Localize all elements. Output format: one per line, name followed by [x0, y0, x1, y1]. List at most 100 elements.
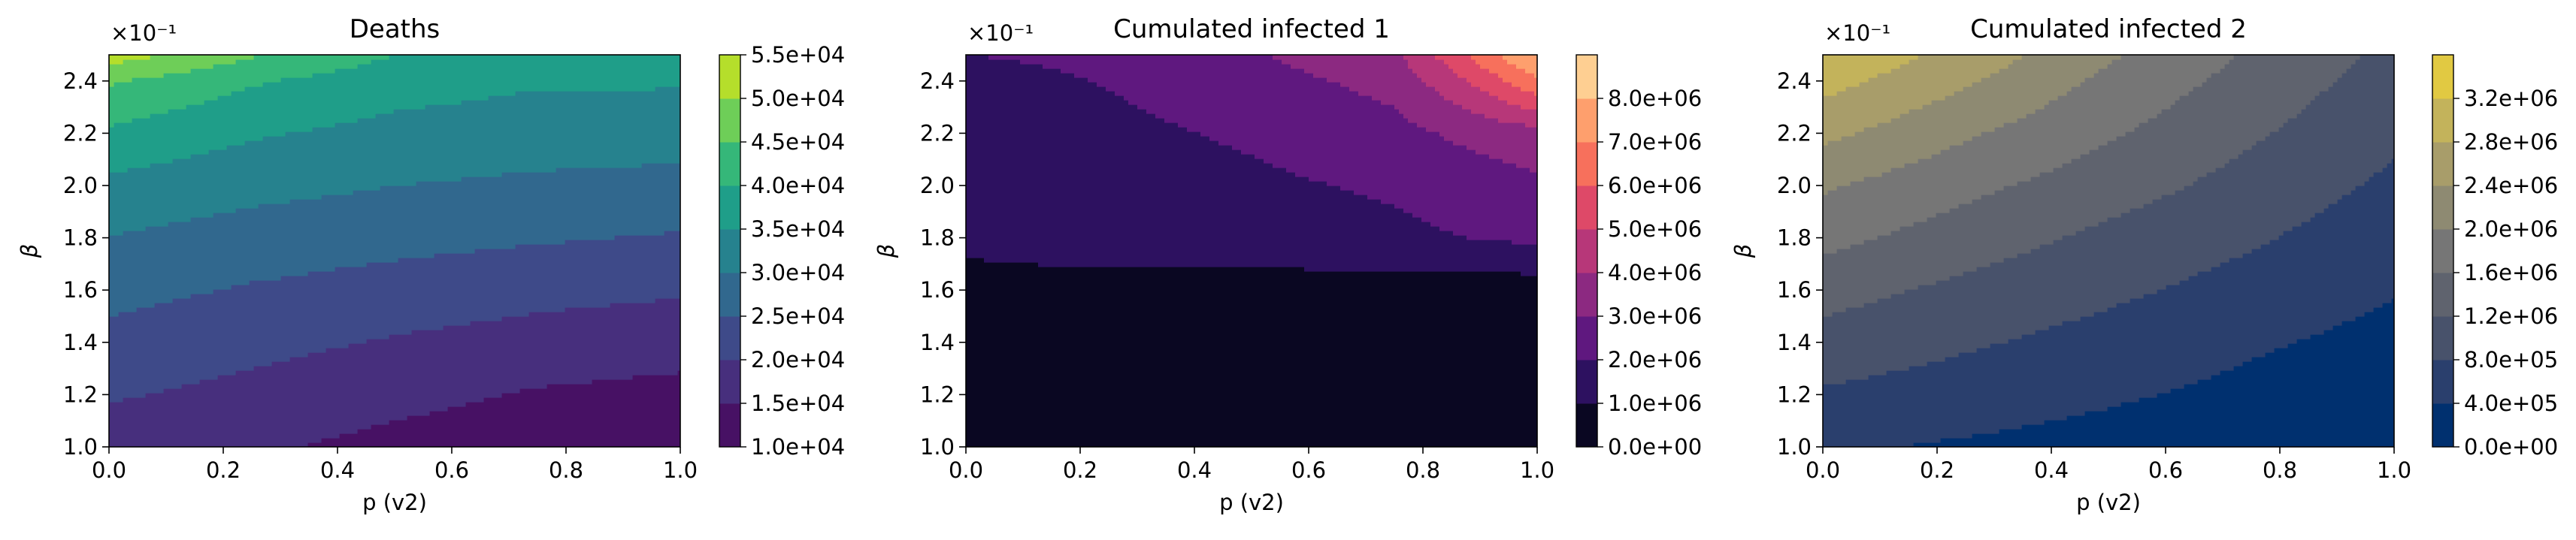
- contour-band-5: [109, 55, 680, 173]
- colorbar-segment: [2432, 98, 2453, 143]
- contour-field: [966, 55, 1537, 447]
- colorbar-segment: [719, 316, 740, 361]
- contour-band-7: [109, 55, 254, 87]
- colorbar-tick-label: 2.4e+06: [2464, 173, 2558, 198]
- colorbar-tick-label: 4.0e+05: [2464, 391, 2558, 416]
- x-tick-label: 0.4: [1177, 457, 1212, 483]
- colorbar-segment: [1576, 273, 1597, 317]
- colorbar-segment: [719, 360, 740, 404]
- chart-panel-3: Cumulated infected 2 ×10⁻¹ 0.0 0.2 0.4 0.6 0.8…: [1730, 14, 2558, 515]
- contour-band-4: [1403, 55, 1537, 128]
- y-tick-label: 1.0: [1777, 434, 1812, 460]
- colorbar-segment: [1576, 229, 1597, 273]
- contour-band-7: [1823, 55, 1918, 96]
- contour-field: [109, 55, 680, 447]
- y-tick-label: 1.0: [920, 434, 955, 460]
- y-multiplier-label: ×10⁻¹: [110, 20, 177, 46]
- colorbar-tick-label: 1.0e+04: [751, 434, 845, 460]
- y-multiplier-label: ×10⁻¹: [1824, 20, 1890, 46]
- colorbar: 0.0e+00 1.0e+06 2.0e+06 3.0e+06 4.0e+06 5.0e+…: [1576, 54, 1702, 460]
- colorbar-segment: [2432, 360, 2453, 404]
- contour-band-0: [966, 258, 1537, 447]
- x-tick-label: 0.2: [1063, 457, 1097, 483]
- y-tick-label: 1.6: [920, 277, 955, 303]
- x-tick-label: 0.0: [92, 457, 126, 483]
- plot-frame: [108, 54, 681, 448]
- contour-field: [1823, 55, 2394, 447]
- colorbar-segment: [2432, 55, 2453, 99]
- x-tick-label: 0.2: [206, 457, 241, 483]
- x-tick-label: 0.8: [549, 457, 583, 483]
- plot-frame: [965, 54, 1538, 448]
- colorbar-tick-label: 2.0e+04: [751, 347, 845, 373]
- colorbar-tick-label: 8.0e+05: [2464, 347, 2558, 373]
- y-tick-label: 1.8: [920, 225, 955, 251]
- colorbar-frame: [2432, 54, 2454, 448]
- y-tick-label: 1.0: [63, 434, 98, 460]
- x-tick-label: 0.4: [2034, 457, 2069, 483]
- colorbar-segment: [2432, 273, 2453, 317]
- x-tick-label: 1.0: [2377, 457, 2411, 483]
- x-tick-label: 0.8: [1406, 457, 1440, 483]
- y-tick-label: 1.8: [63, 225, 98, 251]
- contour-band-3: [1273, 55, 1537, 173]
- colorbar-tick-label: 4.5e+04: [751, 129, 845, 155]
- colorbar-tick-label: 1.2e+06: [2464, 303, 2558, 329]
- colorbar: 1.0e+04 1.5e+04 2.0e+04 2.5e+04 3.0e+04 3.5e+…: [719, 42, 845, 460]
- colorbar-segment: [1576, 142, 1597, 186]
- x-tick-label: 0.6: [434, 457, 469, 483]
- colorbar-segment: [1576, 403, 1597, 448]
- colorbar-tick-label: 4.0e+06: [1608, 260, 1702, 285]
- x-tick-label: 0.8: [2263, 457, 2297, 483]
- x-tick-label: 0.2: [1920, 457, 1954, 483]
- x-tick-label: 1.0: [1520, 457, 1554, 483]
- contour-band-0: [307, 370, 680, 447]
- colorbar-tick-label: 3.5e+04: [751, 216, 845, 242]
- colorbar-tick-label: 3.0e+06: [1608, 303, 1702, 329]
- y-tick-label: 2.2: [63, 120, 98, 146]
- colorbar-tick-label: 1.0e+06: [1608, 391, 1702, 416]
- colorbar-tick-label: 2.0e+06: [2464, 216, 2558, 242]
- y-tick-label: 2.4: [920, 68, 955, 94]
- colorbar-tick-label: 3.2e+06: [2464, 86, 2558, 111]
- y-tick-label: 1.6: [1777, 277, 1812, 303]
- x-axis-label: p (v2): [362, 490, 427, 515]
- y-axis-label: β: [1730, 244, 1756, 259]
- colorbar-tick-label: 2.0e+06: [1608, 347, 1702, 373]
- colorbar-tick-label: 8.0e+06: [1608, 86, 1702, 111]
- contour-band-4: [1823, 55, 2234, 254]
- y-tick-label: 2.0: [63, 173, 98, 198]
- x-tick-label: 0.6: [1291, 457, 1326, 483]
- colorbar-segment: [2432, 229, 2453, 273]
- colorbar-tick-label: 1.6e+06: [2464, 260, 2558, 285]
- colorbar-segment: [719, 186, 740, 230]
- contour-band-3: [109, 163, 680, 317]
- colorbar-tick-label: 7.0e+06: [1608, 129, 1702, 155]
- colorbar-segment: [2432, 316, 2453, 361]
- colorbar-segment: [719, 98, 740, 143]
- colorbar-tick-label: 5.0e+06: [1608, 216, 1702, 242]
- colorbar-segment: [719, 55, 740, 99]
- y-tick-label: 1.2: [920, 382, 955, 407]
- x-axis-label: p (v2): [2076, 490, 2141, 515]
- x-tick-label: 0.0: [1806, 457, 1840, 483]
- y-multiplier-label: ×10⁻¹: [967, 20, 1034, 46]
- x-tick-label: 0.4: [320, 457, 355, 483]
- plot-frame: [1822, 54, 2395, 448]
- colorbar-segment: [2432, 403, 2453, 448]
- contour-band-3: [1823, 55, 2360, 317]
- chart-title: Deaths: [350, 14, 440, 44]
- contour-band-8: [109, 55, 150, 65]
- colorbar-segment: [2432, 186, 2453, 230]
- y-tick-label: 1.4: [920, 330, 955, 355]
- colorbar-segment: [1576, 316, 1597, 361]
- colorbar-tick-label: 2.8e+06: [2464, 129, 2558, 155]
- colorbar-segment: [1576, 98, 1597, 143]
- y-tick-label: 2.2: [920, 120, 955, 146]
- colorbar-segment: [1576, 55, 1597, 99]
- contour-band-0: [1913, 298, 2394, 447]
- x-tick-label: 0.6: [2148, 457, 2183, 483]
- y-axis-label: β: [17, 244, 42, 259]
- y-tick-label: 2.4: [1777, 68, 1812, 94]
- colorbar-tick-label: 5.0e+04: [751, 86, 845, 111]
